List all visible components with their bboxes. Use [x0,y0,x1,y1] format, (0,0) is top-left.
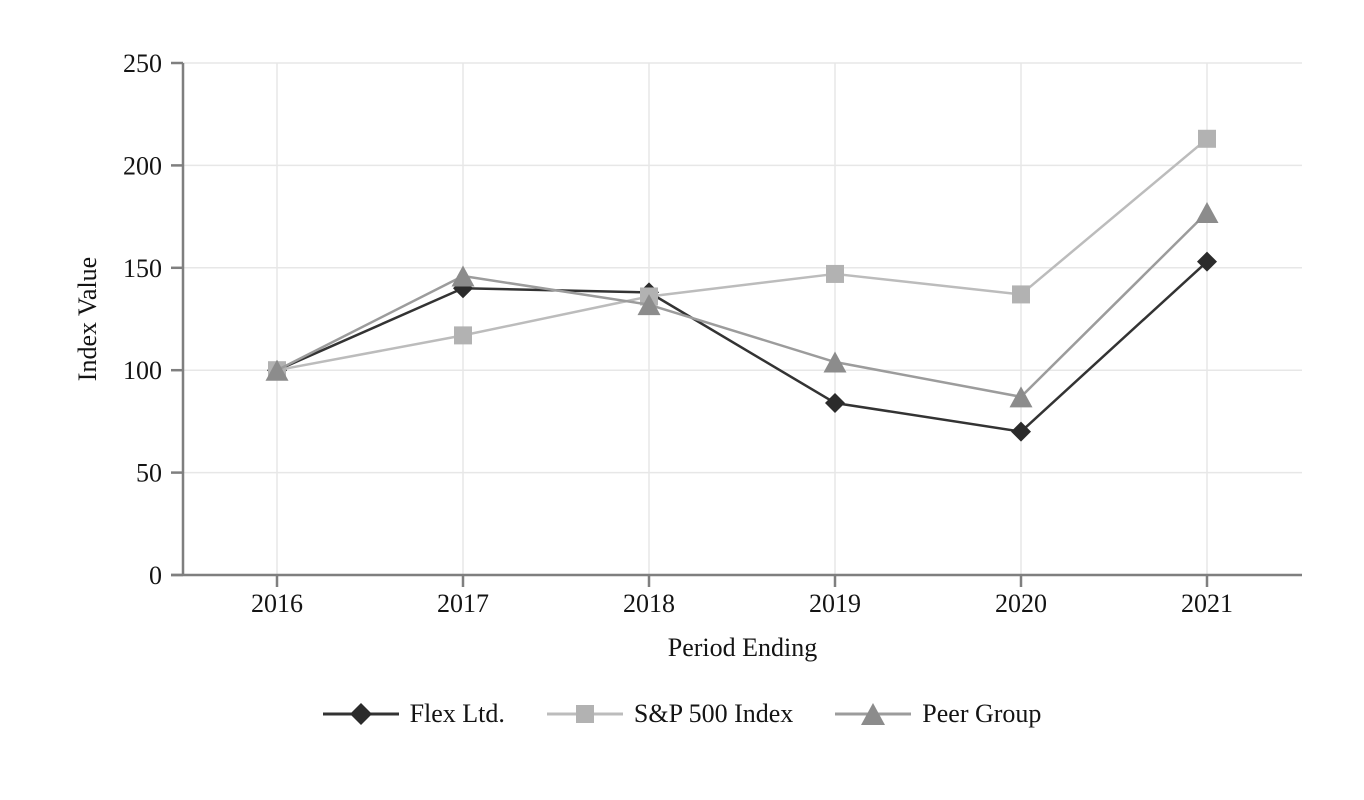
y-axis-title: Index Value [73,256,102,382]
series-marker-triangle-peer-group [265,359,289,381]
x-tick-label: 2020 [995,589,1047,618]
series-marker-triangle-peer-group [637,294,661,316]
chart-legend: Flex Ltd. S&P 500 Index Peer Group [0,694,1364,734]
series-marker-square-s-p-500-index [826,264,844,283]
y-tick-label: 0 [149,561,162,590]
series-marker-diamond-flex-ltd [1197,251,1217,272]
y-tick-label: 250 [123,49,162,78]
peer-group-triangle-marker-icon [835,703,912,725]
legend-item-peer-group: Peer Group [835,694,1041,734]
series-marker-diamond-flex-ltd [1011,421,1031,442]
series-marker-square-s-p-500-index [1012,285,1030,304]
sp500-square-marker-icon [546,705,623,723]
x-axis-title: Period Ending [667,633,818,662]
series-line-flex-ltd [276,260,1208,433]
x-tick-label: 2021 [1181,589,1233,618]
series-marker-triangle-peer-group [1009,386,1033,408]
legend-item-flex-ltd: Flex Ltd. [322,694,505,734]
y-tick-label: 150 [123,254,162,283]
series-line-s-p-500-index [276,137,1208,372]
x-tick-label: 2016 [251,589,303,618]
legend-label: S&P 500 Index [633,699,794,728]
y-tick-label: 50 [136,459,162,488]
x-tick-label: 2017 [437,589,489,618]
series-marker-triangle-peer-group [823,351,847,373]
y-tick-label: 200 [123,151,162,180]
flex-ltd-diamond-marker-icon [322,703,399,725]
series-marker-diamond-flex-ltd [825,392,845,413]
legend-item-sp500: S&P 500 Index [546,694,794,734]
x-tick-label: 2018 [623,589,675,618]
x-tick-label: 2019 [809,589,861,618]
y-tick-label: 100 [123,356,162,385]
series-marker-square-s-p-500-index [1198,129,1216,148]
series-line-peer-group [276,211,1208,399]
series-marker-triangle-peer-group [451,265,475,287]
legend-label: Peer Group [922,699,1042,728]
series-marker-square-s-p-500-index [454,326,472,345]
series-marker-triangle-peer-group [1195,202,1219,224]
legend-label: Flex Ltd. [409,699,505,728]
